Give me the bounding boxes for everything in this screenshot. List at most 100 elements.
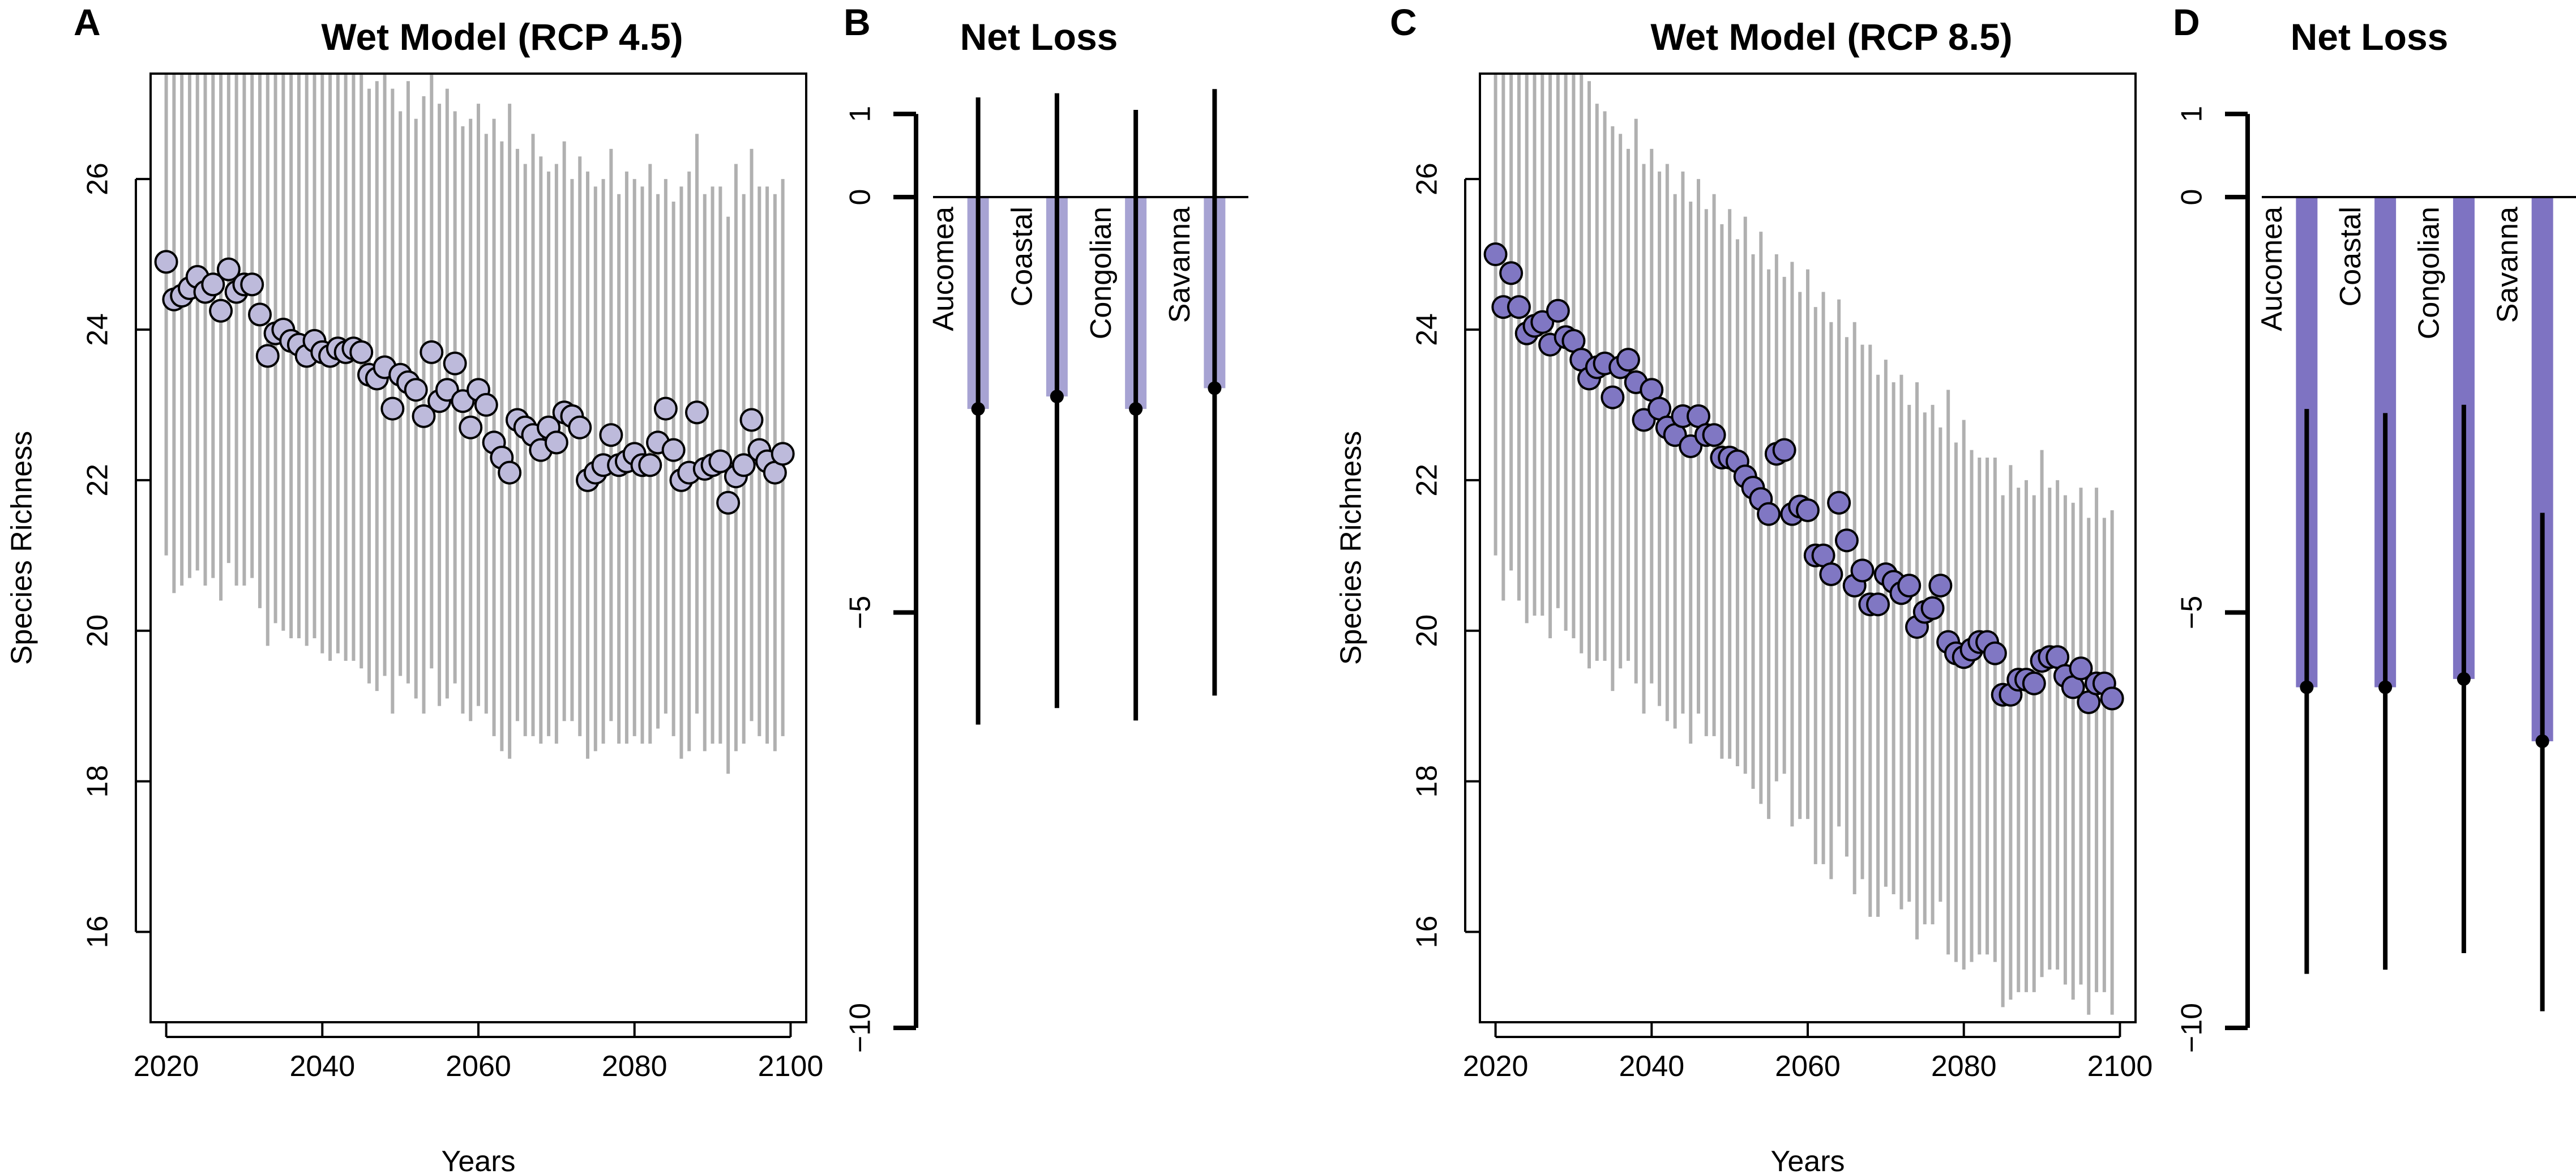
category-label: Congolian (2413, 207, 2446, 339)
mean-point (1208, 381, 1222, 395)
panel-letter: C (1390, 1, 1417, 43)
data-point (1601, 385, 1625, 409)
data-point (2100, 686, 2124, 711)
category-label: Aucomea (2256, 207, 2288, 331)
y-tick-label: 1 (2176, 106, 2209, 122)
data-point (2069, 656, 2093, 681)
category-label: Savanna (1163, 207, 1196, 323)
data-point (1796, 498, 1820, 523)
data-point (209, 298, 233, 323)
y-axis-label: Species Richness (6, 431, 38, 665)
data-point (1827, 490, 1851, 515)
mean-point (2378, 680, 2393, 694)
y-tick-label: 22 (1411, 464, 1444, 497)
data-point (459, 415, 483, 439)
data-point (380, 396, 405, 421)
panel-letter: D (2173, 1, 2200, 43)
mean-point (1129, 402, 1143, 416)
panel-letter: B (844, 1, 871, 43)
y-tick-label: 24 (82, 313, 114, 346)
data-point (216, 257, 241, 281)
data-point (568, 415, 592, 439)
category-label: Aucomea (927, 207, 960, 331)
y-tick-label: 26 (82, 163, 114, 195)
chart-title: Net Loss (960, 16, 1118, 58)
data-point (154, 250, 178, 274)
x-tick-label: 2060 (446, 1050, 511, 1083)
y-tick-label: 18 (1411, 765, 1444, 798)
data-point (1819, 562, 1843, 587)
data-point (404, 378, 428, 402)
y-tick-label: 16 (82, 916, 114, 949)
data-point (771, 442, 795, 466)
data-point (1499, 261, 1524, 285)
data-point (240, 272, 264, 297)
panel-b: B Net Loss 1 0 −5 −10 Aucomea Coastal Congolian S… (844, 1, 1248, 1053)
x-tick-label: 2100 (2087, 1050, 2153, 1083)
y-tick-label: 16 (1411, 916, 1444, 949)
y-tick-label: 0 (2176, 189, 2209, 206)
y-tick-label: 24 (1411, 313, 1444, 346)
category-label: Congolian (1085, 207, 1118, 339)
y-tick-label: 26 (1411, 163, 1444, 195)
data-point (1983, 641, 2007, 665)
x-tick-label: 2020 (134, 1050, 199, 1083)
x-axis-label: Years (1770, 1145, 1845, 1174)
y-tick-label: −10 (2176, 1003, 2209, 1053)
y-tick-label: 18 (82, 765, 114, 798)
y-tick-label: 20 (1411, 614, 1444, 647)
data-point (1507, 295, 1531, 319)
data-point (1834, 528, 1859, 553)
data-point (443, 351, 467, 375)
mean-point (1050, 390, 1064, 404)
mean-point (2300, 680, 2314, 694)
mean-point (2535, 734, 2549, 748)
data-point (599, 423, 623, 447)
data-point (1483, 242, 1508, 267)
data-point (739, 408, 764, 432)
panel-a: A Wet Model (RCP 4.5) 2020 2040 2060 2080 2100… (6, 1, 824, 1174)
data-point (248, 302, 272, 327)
x-axis-label: Years (441, 1145, 515, 1174)
chart-title: Wet Model (RCP 4.5) (321, 16, 683, 58)
x-tick-label: 2040 (289, 1050, 355, 1083)
panel-d: D Net Loss 1 0 −5 −10 Aucomea Coastal Congolian S… (2173, 1, 2576, 1053)
y-tick-label: −5 (844, 596, 877, 629)
y-tick-label: −10 (844, 1003, 877, 1053)
y-tick-label: 22 (82, 464, 114, 497)
data-point (412, 404, 436, 428)
data-point (1850, 558, 1875, 583)
category-label: Coastal (1006, 207, 1039, 306)
data-point (1616, 348, 1640, 372)
chart-title: Net Loss (2291, 16, 2449, 58)
y-tick-label: 1 (844, 106, 877, 122)
x-tick-label: 2040 (1619, 1050, 1684, 1083)
y-axis-label: Species Richness (1335, 431, 1368, 665)
data-point (685, 400, 709, 425)
data-point (1928, 573, 1953, 597)
data-point (1702, 423, 1726, 447)
data-point (255, 344, 280, 368)
category-label: Savanna (2491, 207, 2524, 323)
data-point (349, 340, 374, 364)
panel-letter: A (74, 1, 101, 43)
data-point (638, 453, 662, 477)
data-point (1757, 502, 1781, 526)
data-point (474, 392, 498, 417)
x-tick-label: 2100 (758, 1050, 824, 1083)
x-tick-label: 2080 (1931, 1050, 1997, 1083)
x-tick-label: 2080 (602, 1050, 667, 1083)
data-point (716, 490, 741, 515)
y-tick-label: −5 (2176, 596, 2209, 629)
data-point (544, 430, 568, 455)
data-point (201, 272, 225, 297)
data-point (1546, 298, 1570, 323)
panel-c: C Wet Model (RCP 8.5) 2020 2040 2060 2080 2100… (1335, 1, 2153, 1174)
data-point (708, 449, 733, 473)
y-tick-label: 0 (844, 189, 877, 206)
data-point (1920, 596, 1945, 620)
x-tick-label: 2060 (1775, 1050, 1841, 1083)
category-label: Coastal (2334, 207, 2367, 306)
data-point (1897, 573, 1922, 597)
